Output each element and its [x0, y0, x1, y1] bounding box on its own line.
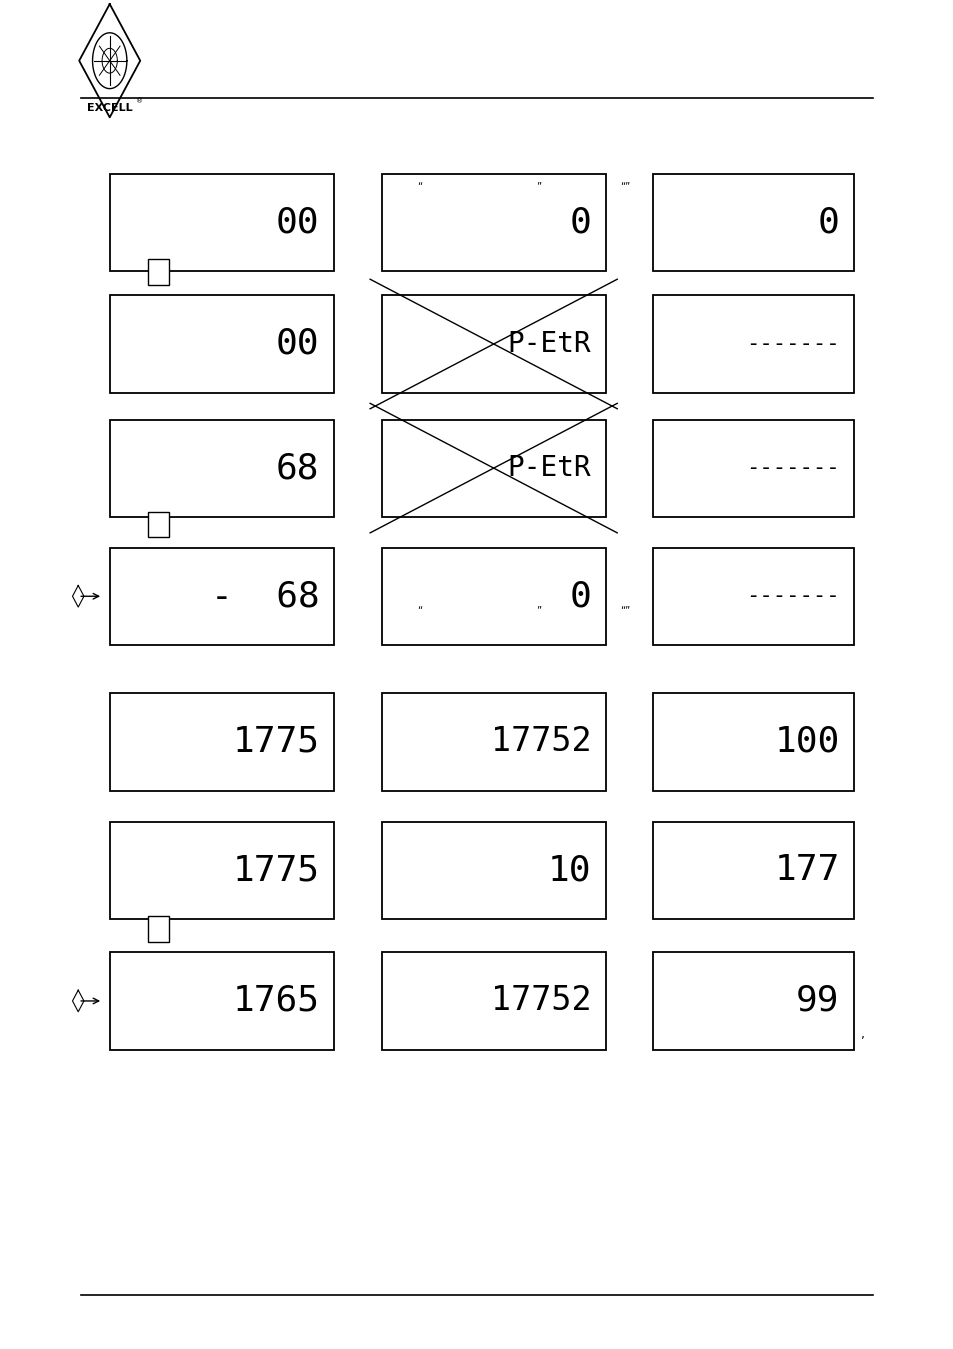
Text: -------: -------: [745, 459, 839, 478]
Text: “: “: [416, 604, 422, 615]
Bar: [381, 295, 605, 393]
Text: P-EtR: P-EtR: [507, 331, 591, 357]
Text: 00: 00: [275, 205, 319, 240]
Text: 177: 177: [774, 853, 839, 888]
Bar: [110, 952, 334, 1050]
Text: 0: 0: [569, 205, 591, 240]
Text: 1775: 1775: [233, 853, 319, 888]
Text: ,: ,: [861, 1028, 864, 1041]
Bar: [110, 693, 334, 791]
Text: “”: “”: [619, 604, 629, 615]
Text: -------: -------: [745, 335, 839, 353]
Bar: [110, 420, 334, 517]
Bar: [148, 259, 169, 285]
Text: 100: 100: [774, 724, 839, 759]
Text: 0: 0: [817, 205, 839, 240]
Text: 68: 68: [275, 451, 319, 486]
Bar: [110, 295, 334, 393]
Text: 10: 10: [547, 853, 591, 888]
Bar: [653, 295, 853, 393]
Bar: [381, 548, 605, 645]
Bar: [381, 822, 605, 919]
Bar: [653, 420, 853, 517]
Bar: [110, 548, 334, 645]
Text: 0: 0: [569, 579, 591, 614]
Text: P-EtR: P-EtR: [507, 455, 591, 482]
Text: 99: 99: [795, 983, 839, 1018]
Bar: [381, 420, 605, 517]
Bar: [110, 174, 334, 271]
Bar: [381, 174, 605, 271]
Text: 17752: 17752: [491, 985, 591, 1017]
Text: EXCELL: EXCELL: [87, 103, 132, 112]
Bar: [653, 952, 853, 1050]
Bar: [653, 822, 853, 919]
Text: “”: “”: [619, 181, 629, 192]
Bar: [653, 174, 853, 271]
Bar: [381, 693, 605, 791]
Text: -------: -------: [745, 587, 839, 606]
Bar: [148, 511, 169, 537]
Bar: [653, 548, 853, 645]
Bar: [148, 916, 169, 942]
Text: “: “: [416, 181, 422, 192]
Bar: [653, 693, 853, 791]
Text: ”: ”: [536, 181, 541, 192]
Text: -  68: - 68: [211, 579, 319, 614]
Text: ®: ®: [136, 98, 143, 104]
Text: ”: ”: [536, 604, 541, 615]
Text: 17752: 17752: [491, 726, 591, 758]
Text: 00: 00: [275, 326, 319, 362]
Text: 1775: 1775: [233, 724, 319, 759]
Bar: [381, 952, 605, 1050]
Text: 1765: 1765: [233, 983, 319, 1018]
Bar: [110, 822, 334, 919]
